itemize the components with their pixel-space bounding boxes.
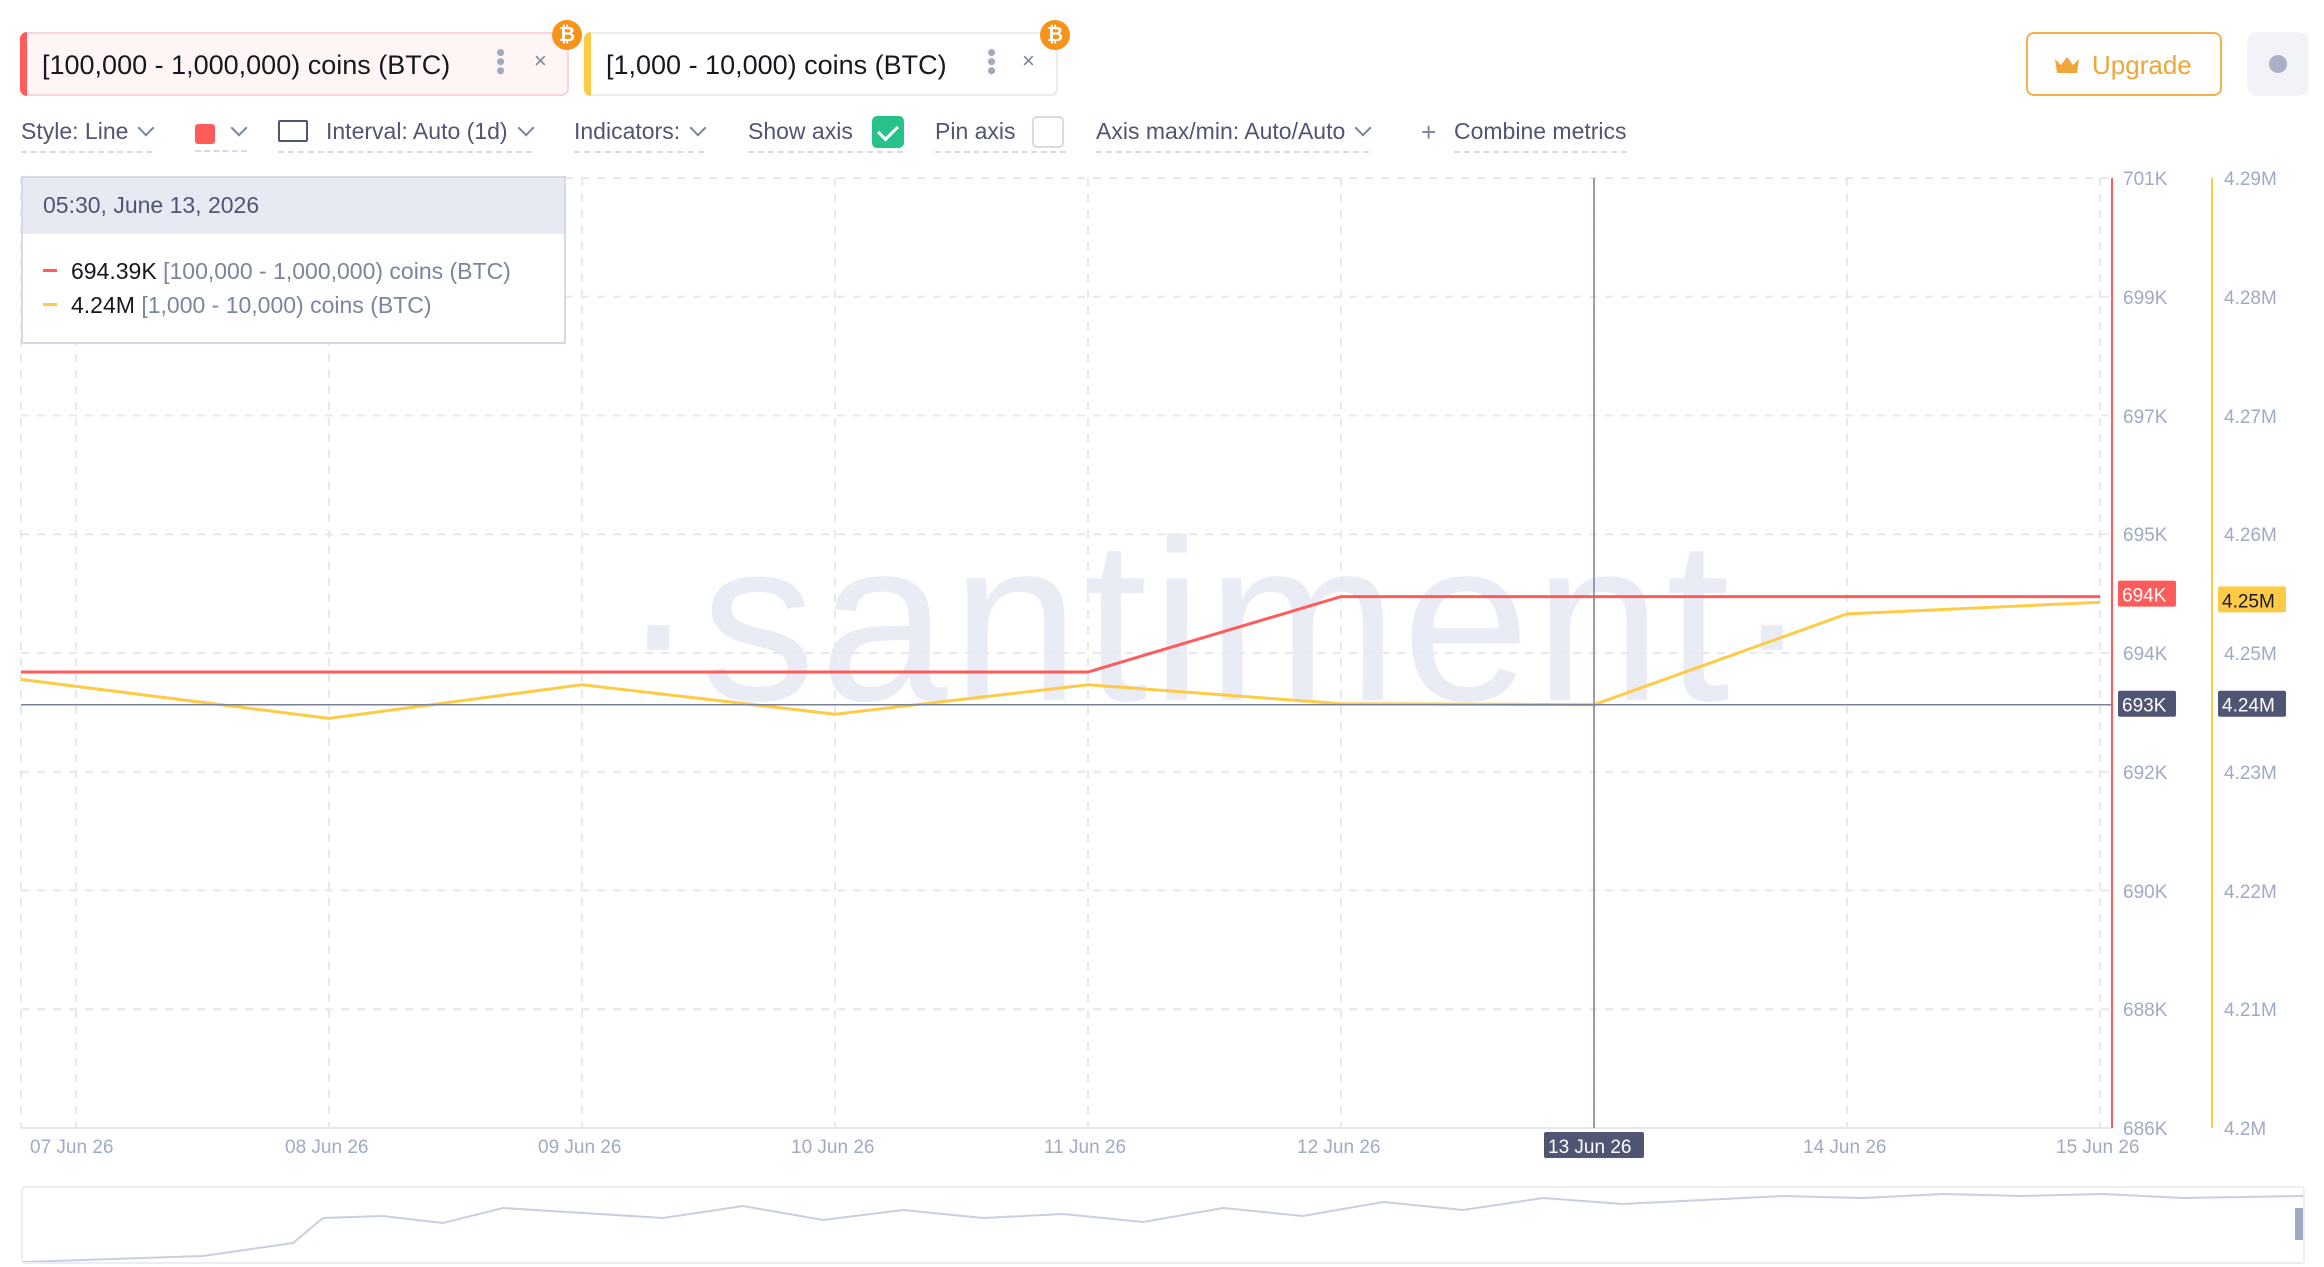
right-axis-tick: 4.29M [2224,169,2277,190]
series-line [20,600,2101,720]
interval-icon [278,120,308,142]
crown-icon [2055,57,2079,73]
x-axis-tick: 15 Jun 26 [2056,1137,2139,1158]
crosshair-right-label: 4.24M [2222,696,2275,717]
x-axis-tick: 14 Jun 26 [1803,1137,1886,1158]
tooltip-series-name: [1,000 - 10,000) coins (BTC) [141,292,432,318]
series-marker [43,303,57,307]
bitcoin-icon: ₿ [1040,20,1070,50]
right-axis-tick: 4.21M [2224,1000,2277,1021]
color-dropdown[interactable] [195,118,248,152]
axis-maxmin-dropdown[interactable]: Axis max/min: Auto/Auto [1096,118,1372,153]
show-axis-toggle[interactable]: Show axis [748,118,903,153]
crosshair-right-label-bg [2218,690,2286,717]
crosshair-x-label: 13 Jun 26 [1548,1137,1631,1158]
close-icon[interactable]: × [1022,48,1035,73]
left-axis-tick: 694K [2123,644,2168,665]
crosshair-left-label-bg [2118,690,2176,717]
left-axis-tick: 699K [2123,288,2168,309]
left-axis-tick: 701K [2123,169,2168,190]
tooltip-row: 4.24M [1,000 - 10,000) coins (BTC) [43,292,432,319]
last-value-badge-bg [2218,586,2286,613]
range-navigator[interactable] [21,1186,2305,1264]
show-axis-checkbox[interactable] [872,116,904,148]
line-chart[interactable]: ·santiment· 701K699K697K695K694K692K690K… [0,0,2324,1186]
record-button[interactable] [2247,32,2309,96]
left-axis-tick: 697K [2123,407,2168,428]
crosshair-x-label-bg [1544,1132,1644,1158]
right-axis-tick: 4.26M [2224,525,2277,546]
right-axis-tick: 4.25M [2224,644,2277,665]
right-axis-tick: 4.23M [2224,763,2277,784]
series-marker [43,269,57,273]
pin-axis-label: Pin axis [935,118,1016,144]
x-axis-tick: 09 Jun 26 [538,1137,621,1158]
crosshair-left-label: 693K [2122,696,2167,717]
chart-tooltip: 05:30, June 13, 2026 694.39K [100,000 - … [21,176,566,344]
metric-color-bar [584,32,591,96]
x-axis-tick: 11 Jun 26 [1044,1137,1126,1158]
more-options-icon[interactable]: ••• [977,48,1007,76]
interval-dropdown[interactable]: Interval: Auto (1d) [278,118,535,153]
tooltip-value: 694.39K [71,258,157,284]
series-line [21,595,2100,674]
pin-axis-toggle[interactable]: Pin axis [935,118,1066,153]
left-axis-tick: 690K [2123,882,2168,903]
bitcoin-icon: ₿ [552,20,582,50]
interval-label: Interval: Auto (1d) [326,118,508,144]
left-axis-tick: 688K [2123,1000,2168,1021]
right-axis-tick: 4.22M [2224,882,2277,903]
x-axis-tick: 10 Jun 26 [791,1137,874,1158]
style-label: Style: Line [21,118,129,144]
last-value-badge: 694K [2122,586,2167,607]
pin-axis-checkbox[interactable] [1032,116,1064,148]
right-axis-tick: 4.2M [2224,1119,2266,1140]
combine-metrics-button[interactable]: Combine metrics [1454,118,1627,153]
metric-pill-mid-holders[interactable]: [1,000 - 10,000) coins (BTC) ••• × [584,32,1058,96]
record-icon [2269,55,2287,73]
left-axis-tick: 686K [2123,1119,2168,1140]
axis-maxmin-label: Axis max/min: Auto/Auto [1096,118,1346,144]
last-value-badge: 4.25M [2222,591,2275,612]
metric-label: [100,000 - 1,000,000) coins (BTC) [42,50,451,80]
indicators-label: Indicators: [574,118,681,144]
x-axis-tick: 08 Jun 26 [285,1137,368,1158]
combine-metrics-label: Combine metrics [1454,118,1627,144]
metric-label: [1,000 - 10,000) coins (BTC) [606,50,947,80]
left-axis-tick: 695K [2123,525,2168,546]
upgrade-button[interactable]: Upgrade [2026,32,2222,96]
right-axis-tick: 4.27M [2224,407,2277,428]
tooltip-date: 05:30, June 13, 2026 [23,178,564,234]
color-swatch[interactable] [195,124,215,144]
plus-icon: + [1421,117,1437,147]
x-axis-tick: 12 Jun 26 [1297,1137,1380,1158]
indicators-dropdown[interactable]: Indicators: [574,118,707,153]
style-dropdown[interactable]: Style: Line [21,118,155,153]
tooltip-value: 4.24M [71,292,135,318]
show-axis-label: Show axis [748,118,853,144]
left-axis-tick: 692K [2123,763,2168,784]
navigator-sparkline [22,1192,2304,1263]
more-options-icon[interactable]: ••• [486,48,516,76]
upgrade-label: Upgrade [2092,50,2192,80]
tooltip-row: 694.39K [100,000 - 1,000,000) coins (BTC… [43,258,511,285]
x-axis-tick: 07 Jun 26 [30,1137,113,1158]
close-icon[interactable]: × [534,48,547,73]
metric-pill-large-holders[interactable]: [100,000 - 1,000,000) coins (BTC) ••• × [20,32,569,96]
metric-color-bar [20,32,27,96]
tooltip-series-name: [100,000 - 1,000,000) coins (BTC) [163,258,511,284]
last-value-badge-bg [2118,580,2176,607]
right-axis-tick: 4.28M [2224,288,2277,309]
